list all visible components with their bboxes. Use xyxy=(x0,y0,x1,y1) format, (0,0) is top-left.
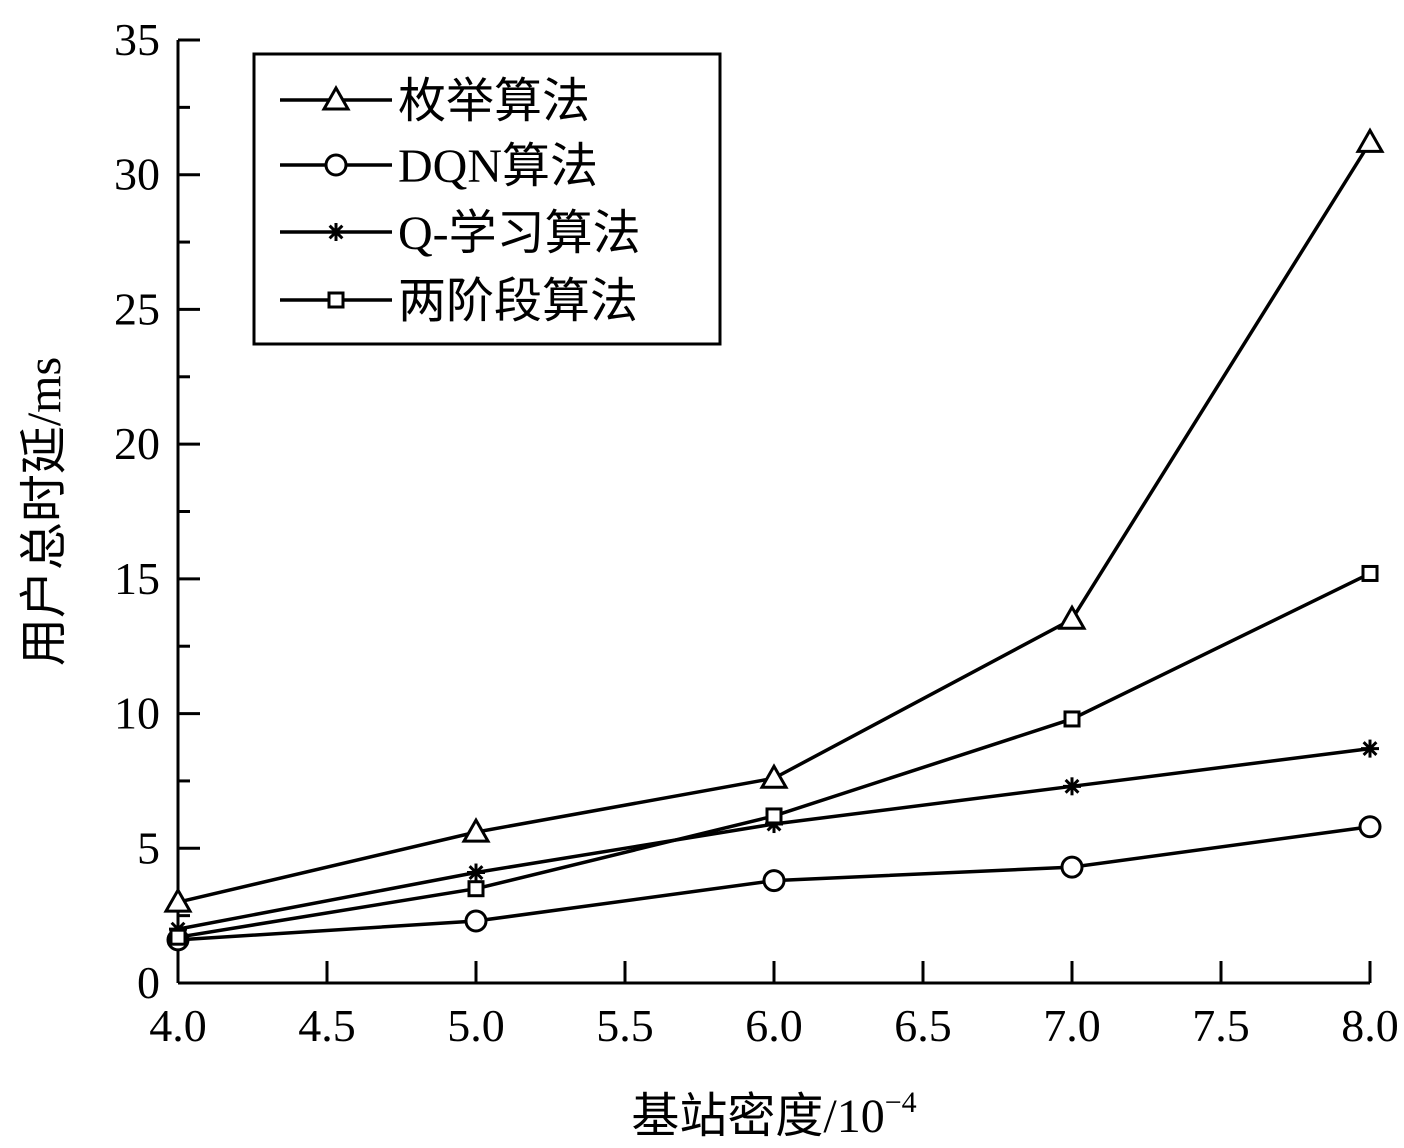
y-ticks: 0 5 10 15 20 25 30 35 xyxy=(114,14,200,1008)
legend-label: 枚举算法 xyxy=(398,75,590,128)
data-point-circle xyxy=(762,869,786,893)
x-axis-title-exponent: −4 xyxy=(885,1086,917,1119)
legend-label: DQN算法 xyxy=(398,140,598,193)
legend-marker-triangle xyxy=(321,84,351,111)
x-tick-label: 8.0 xyxy=(1341,1000,1399,1051)
data-point-square xyxy=(169,928,187,946)
data-point-triangle xyxy=(759,763,789,789)
y-tick-label: 20 xyxy=(114,418,160,469)
legend-marker-square xyxy=(327,291,345,309)
data-point-square xyxy=(467,880,485,898)
y-tick-label: 35 xyxy=(114,14,160,65)
series-2 xyxy=(166,815,1382,952)
y-tick-label: 10 xyxy=(114,688,160,739)
y-tick-label: 5 xyxy=(137,822,160,873)
x-axis-title-main: 基站密度/10 xyxy=(631,1090,884,1143)
data-point-circle xyxy=(464,909,488,933)
data-point-triangle xyxy=(461,817,491,843)
data-point-square xyxy=(1063,710,1081,728)
y-tick-label: 30 xyxy=(114,149,160,200)
data-point-asterisk xyxy=(1361,739,1379,758)
data-point-asterisk xyxy=(1063,777,1081,796)
legend-item: Q-学习算法 xyxy=(280,207,641,260)
y-tick-label: 15 xyxy=(114,553,160,604)
x-ticks: 4.0 4.5 5.0 5.5 6.0 6.5 7.0 7.5 8.0 xyxy=(149,961,1399,1051)
x-axis-title: 基站密度/10−4 xyxy=(631,1086,916,1143)
y-axis-title: 用户总时延/ms xyxy=(18,357,71,666)
x-tick-label: 4.0 xyxy=(149,1000,207,1051)
data-point-triangle xyxy=(1057,604,1087,630)
legend-label: Q-学习算法 xyxy=(398,207,641,260)
legend-label: 两阶段算法 xyxy=(398,275,638,328)
legend-item: 两阶段算法 xyxy=(280,275,638,328)
series-4 xyxy=(169,564,1379,946)
data-point-circle xyxy=(1358,815,1382,839)
data-point-circle xyxy=(1060,855,1084,879)
x-tick-label: 6.0 xyxy=(745,1000,803,1051)
data-point-triangle xyxy=(163,887,193,913)
x-tick-label: 5.0 xyxy=(447,1000,505,1051)
y-tick-label: 0 xyxy=(137,957,160,1008)
x-tick-label: 5.5 xyxy=(596,1000,654,1051)
data-point-square xyxy=(1361,564,1379,582)
data-point-square xyxy=(765,807,783,825)
x-tick-label: 7.5 xyxy=(1192,1000,1250,1051)
series-1 xyxy=(163,127,1385,913)
x-tick-label: 7.0 xyxy=(1043,1000,1101,1051)
x-tick-label: 4.5 xyxy=(298,1000,356,1051)
legend-item: 枚举算法 xyxy=(280,75,590,128)
series-layer xyxy=(163,127,1385,952)
data-point-triangle xyxy=(1355,127,1385,153)
legend-marker-circle xyxy=(324,153,348,177)
y-tick-label: 25 xyxy=(114,283,160,334)
legend-item: DQN算法 xyxy=(280,140,598,193)
data-point-asterisk xyxy=(467,863,485,882)
legend-marker-asterisk xyxy=(327,223,345,241)
x-tick-label: 6.5 xyxy=(894,1000,952,1051)
